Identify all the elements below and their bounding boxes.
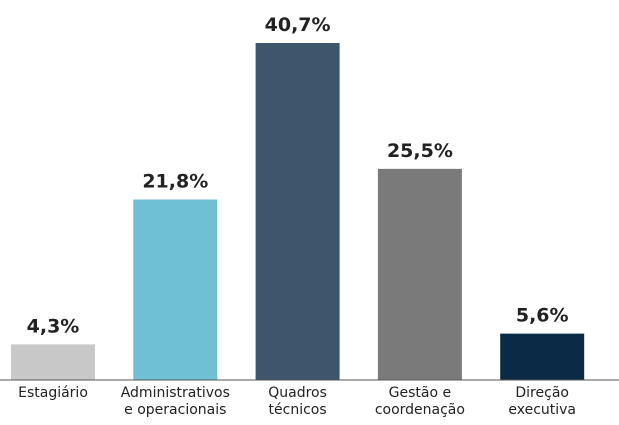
bar — [133, 199, 218, 380]
category-label: Direção executiva — [508, 385, 577, 418]
value-label: 21,8% — [142, 170, 208, 192]
bar — [11, 344, 95, 380]
category-label: Quadros técnicos — [268, 385, 327, 418]
value-label: 4,3% — [27, 315, 80, 337]
category-label: Gestão e coordenação — [374, 385, 465, 418]
bar — [255, 43, 340, 380]
value-label: 40,7% — [265, 14, 331, 36]
value-label: 25,5% — [387, 140, 453, 162]
bar — [377, 168, 462, 380]
category-label: Administrativos e operacionais — [120, 385, 230, 418]
value-label: 5,6% — [516, 305, 569, 327]
bar — [500, 333, 585, 380]
category-label: Estagiário — [18, 385, 88, 401]
